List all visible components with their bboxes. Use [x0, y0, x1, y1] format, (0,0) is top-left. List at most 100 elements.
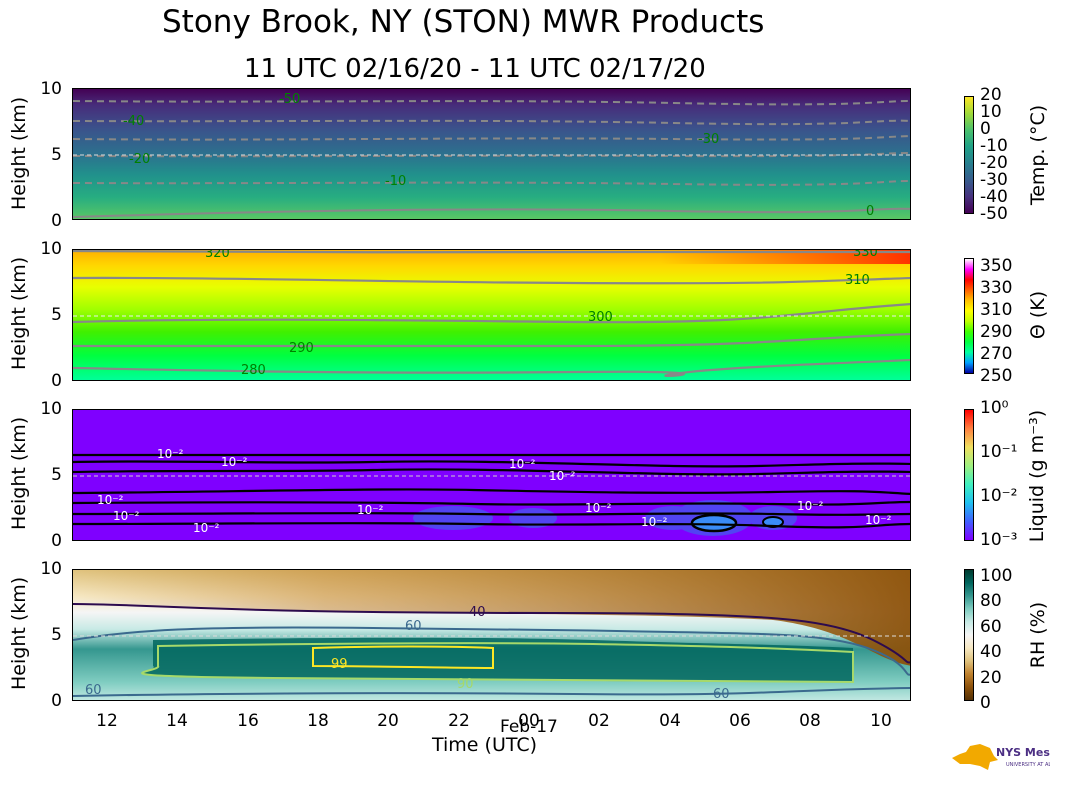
rh-contour-label-60a: 60	[405, 619, 422, 634]
l-contour-label-1: 10⁻²	[157, 447, 184, 461]
theta-panel: 280 290 300 310 320 330	[72, 249, 911, 381]
l-contour-label-2: 10⁻²	[221, 455, 248, 469]
panel3-ytick-5: 5	[51, 465, 62, 485]
x-tick-16: 16	[237, 711, 259, 731]
t-cb-tick-10: 10	[980, 102, 1002, 122]
liquid-contours	[73, 453, 910, 529]
liquid-panel: 10⁻² 10⁻² 10⁻² 10⁻² 10⁻² 10⁻² 10⁻² 10⁻² …	[72, 409, 911, 541]
temperature-colorbar-label: Temp. (°C)	[1027, 104, 1049, 206]
temperature-field	[73, 89, 910, 219]
x-tick-20: 20	[377, 711, 399, 731]
rh-cb-tick-20: 20	[980, 668, 1002, 688]
x-tick-02: 02	[588, 711, 610, 731]
p-contour-label-280: 280	[241, 363, 266, 378]
temperature-contours	[73, 100, 910, 218]
panel1-ytick-0: 0	[51, 211, 62, 231]
rh-contour-label-90: 90	[457, 677, 474, 692]
panel4-ytick-5: 5	[51, 625, 62, 645]
l-contour-label-6: 10⁻²	[357, 503, 384, 517]
x-tick-14: 14	[166, 711, 188, 731]
theta-plot: 280 290 300 310 320 330	[73, 250, 910, 380]
svg-text:UNIVERSITY AT ALBANY: UNIVERSITY AT ALBANY	[1006, 762, 1050, 768]
rh-cb-tick-100: 100	[980, 566, 1013, 586]
t-cb-tick-20: 20	[980, 85, 1002, 105]
p-contour-label-320: 320	[205, 250, 230, 261]
p-cb-tick-290: 290	[980, 322, 1013, 342]
t-contour-label-m40: -40	[123, 114, 144, 129]
l-cb-tick-0p001: 10⁻³	[980, 530, 1018, 550]
rh-cb-tick-0: 0	[980, 693, 991, 713]
rh-contour-label-40: 40	[469, 605, 486, 620]
logo-text: NYS Mesonet	[996, 746, 1050, 759]
rh-contour-label-99: 99	[331, 657, 348, 672]
panel3-ytick-0: 0	[51, 531, 62, 551]
p-cb-tick-330: 330	[980, 278, 1013, 298]
t-cb-tick-m50: -50	[980, 204, 1008, 224]
rh-contour-label-60b: 60	[85, 683, 102, 698]
p-cb-tick-310: 310	[980, 300, 1013, 320]
x-date-label: Feb-17	[500, 717, 558, 737]
l-contour-label-8: 10⁻²	[549, 469, 576, 483]
x-tick-04: 04	[659, 711, 681, 731]
panel3-ytick-10: 10	[40, 399, 62, 419]
rh-cb-tick-60: 60	[980, 617, 1002, 637]
t-contour-label-m50: -50	[279, 92, 300, 107]
l-contour-label-11: 10⁻²	[797, 499, 824, 513]
figure-subtitle: 11 UTC 02/16/20 - 11 UTC 02/17/20	[244, 54, 706, 84]
l-contour-label-5: 10⁻²	[193, 521, 220, 535]
panel2-ytick-5: 5	[51, 305, 62, 325]
panel4-ytick-10: 10	[40, 559, 62, 579]
x-tick-12: 12	[96, 711, 118, 731]
p-cb-tick-270: 270	[980, 344, 1013, 364]
l-contour-label-7: 10⁻²	[509, 457, 536, 471]
rh-cb-tick-40: 40	[980, 642, 1002, 662]
t-cb-tick-m30: -30	[980, 170, 1008, 190]
nys-mesonet-logo: NYS Mesonet UNIVERSITY AT ALBANY	[950, 740, 1066, 774]
temperature-plot: -50 -40 -30 -20 -10 0	[73, 89, 910, 219]
rh-contours	[73, 603, 910, 697]
p-contour-label-290: 290	[289, 341, 314, 356]
panel2-ytick-10: 10	[40, 239, 62, 259]
theta-contours	[73, 250, 910, 378]
panel3-ylabel: Height (km)	[8, 416, 30, 530]
figure-title: Stony Brook, NY (STON) MWR Products	[162, 4, 765, 40]
panel2-ytick-0: 0	[51, 371, 62, 391]
rh-contour-label-60c: 60	[713, 687, 730, 701]
x-tick-08: 08	[799, 711, 821, 731]
t-cb-tick-m40: -40	[980, 187, 1008, 207]
rh-panel: 40 60 60 60 90 99	[72, 569, 911, 701]
rh-cb-tick-80: 80	[980, 591, 1002, 611]
p-cb-tick-250: 250	[980, 366, 1013, 386]
panel4-ytick-0: 0	[51, 691, 62, 711]
l-contour-label-4: 10⁻²	[113, 509, 140, 523]
x-tick-18: 18	[307, 711, 329, 731]
t-cb-tick-m20: -20	[980, 153, 1008, 173]
panel2-ylabel: Height (km)	[8, 256, 30, 370]
p-cb-tick-350: 350	[980, 256, 1013, 276]
t-contour-label-m30: -30	[698, 132, 719, 147]
l-cb-tick-0p1: 10⁻¹	[980, 442, 1018, 462]
l-cb-tick-1: 10⁰	[980, 398, 1009, 418]
temperature-colorbar	[964, 96, 974, 214]
l-contour-label-12: 10⁻²	[865, 513, 892, 527]
t-contour-label-m20: -20	[129, 152, 150, 167]
x-tick-00: 00	[518, 711, 540, 731]
rh-colorbar-label: RH (%)	[1027, 601, 1049, 669]
theta-colorbar-label: Θ (K)	[1027, 290, 1049, 340]
x-tick-06: 06	[729, 711, 751, 731]
panel1-ylabel: Height (km)	[8, 96, 30, 210]
t-cb-tick-m10: -10	[980, 136, 1008, 156]
liquid-colorbar-label: Liquid (g m⁻³)	[1026, 409, 1048, 543]
panel1-ytick-10: 10	[40, 79, 62, 99]
p-contour-label-330: 330	[853, 250, 878, 260]
theta-colorbar	[964, 258, 974, 374]
t-contour-label-m10: -10	[385, 174, 406, 189]
x-tick-10: 10	[870, 711, 892, 731]
rh-plot: 40 60 60 60 90 99	[73, 570, 910, 701]
panel4-ylabel: Height (km)	[8, 576, 30, 690]
x-tick-22: 22	[448, 711, 470, 731]
l-cb-tick-0p01: 10⁻²	[980, 486, 1018, 506]
x-axis-label: Time (UTC)	[432, 734, 538, 756]
theta-field	[73, 250, 910, 380]
l-contour-label-9: 10⁻²	[585, 501, 612, 515]
